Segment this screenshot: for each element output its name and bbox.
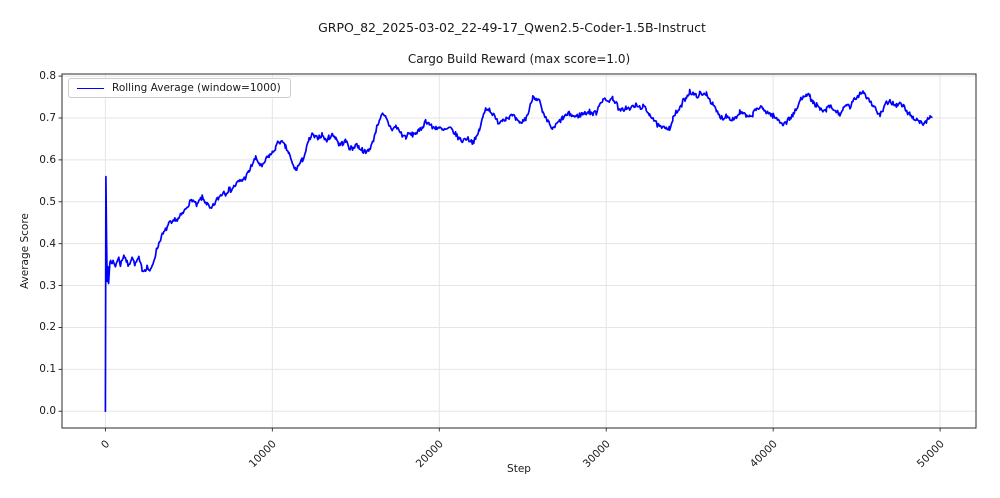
y-tick-label: 0.8 <box>39 70 56 83</box>
y-tick-label: 0.0 <box>39 405 56 418</box>
axes-title: Cargo Build Reward (max score=1.0) <box>407 52 631 66</box>
y-tick-label: 0.5 <box>39 195 56 208</box>
y-tick-label: 0.3 <box>39 279 56 292</box>
x-axis-label: Step <box>507 463 531 475</box>
x-tick-label: 0 <box>0 438 112 451</box>
y-tick-label: 0.7 <box>39 111 56 124</box>
x-tick-label: 40000 <box>651 438 780 470</box>
x-tick-label: 50000 <box>818 438 946 470</box>
x-tick-label: 10000 <box>150 438 279 470</box>
legend-label: Rolling Average (window=1000) <box>112 82 281 94</box>
axes-spines <box>61 73 977 429</box>
y-tick-label: 0.2 <box>39 321 56 334</box>
legend-line-sample-icon <box>77 87 104 89</box>
rolling-average-line <box>104 88 933 413</box>
legend: Rolling Average (window=1000) <box>68 78 291 98</box>
y-tick-label: 0.1 <box>39 363 56 376</box>
x-tick-label: 20000 <box>317 438 446 470</box>
y-tick-label: 0.4 <box>39 237 56 250</box>
x-tick-label: 30000 <box>484 438 613 470</box>
figure-suptitle: GRPO_82_2025-03-02_22-49-17_Qwen2.5-Code… <box>318 20 706 35</box>
y-tick-label: 0.6 <box>39 153 56 166</box>
